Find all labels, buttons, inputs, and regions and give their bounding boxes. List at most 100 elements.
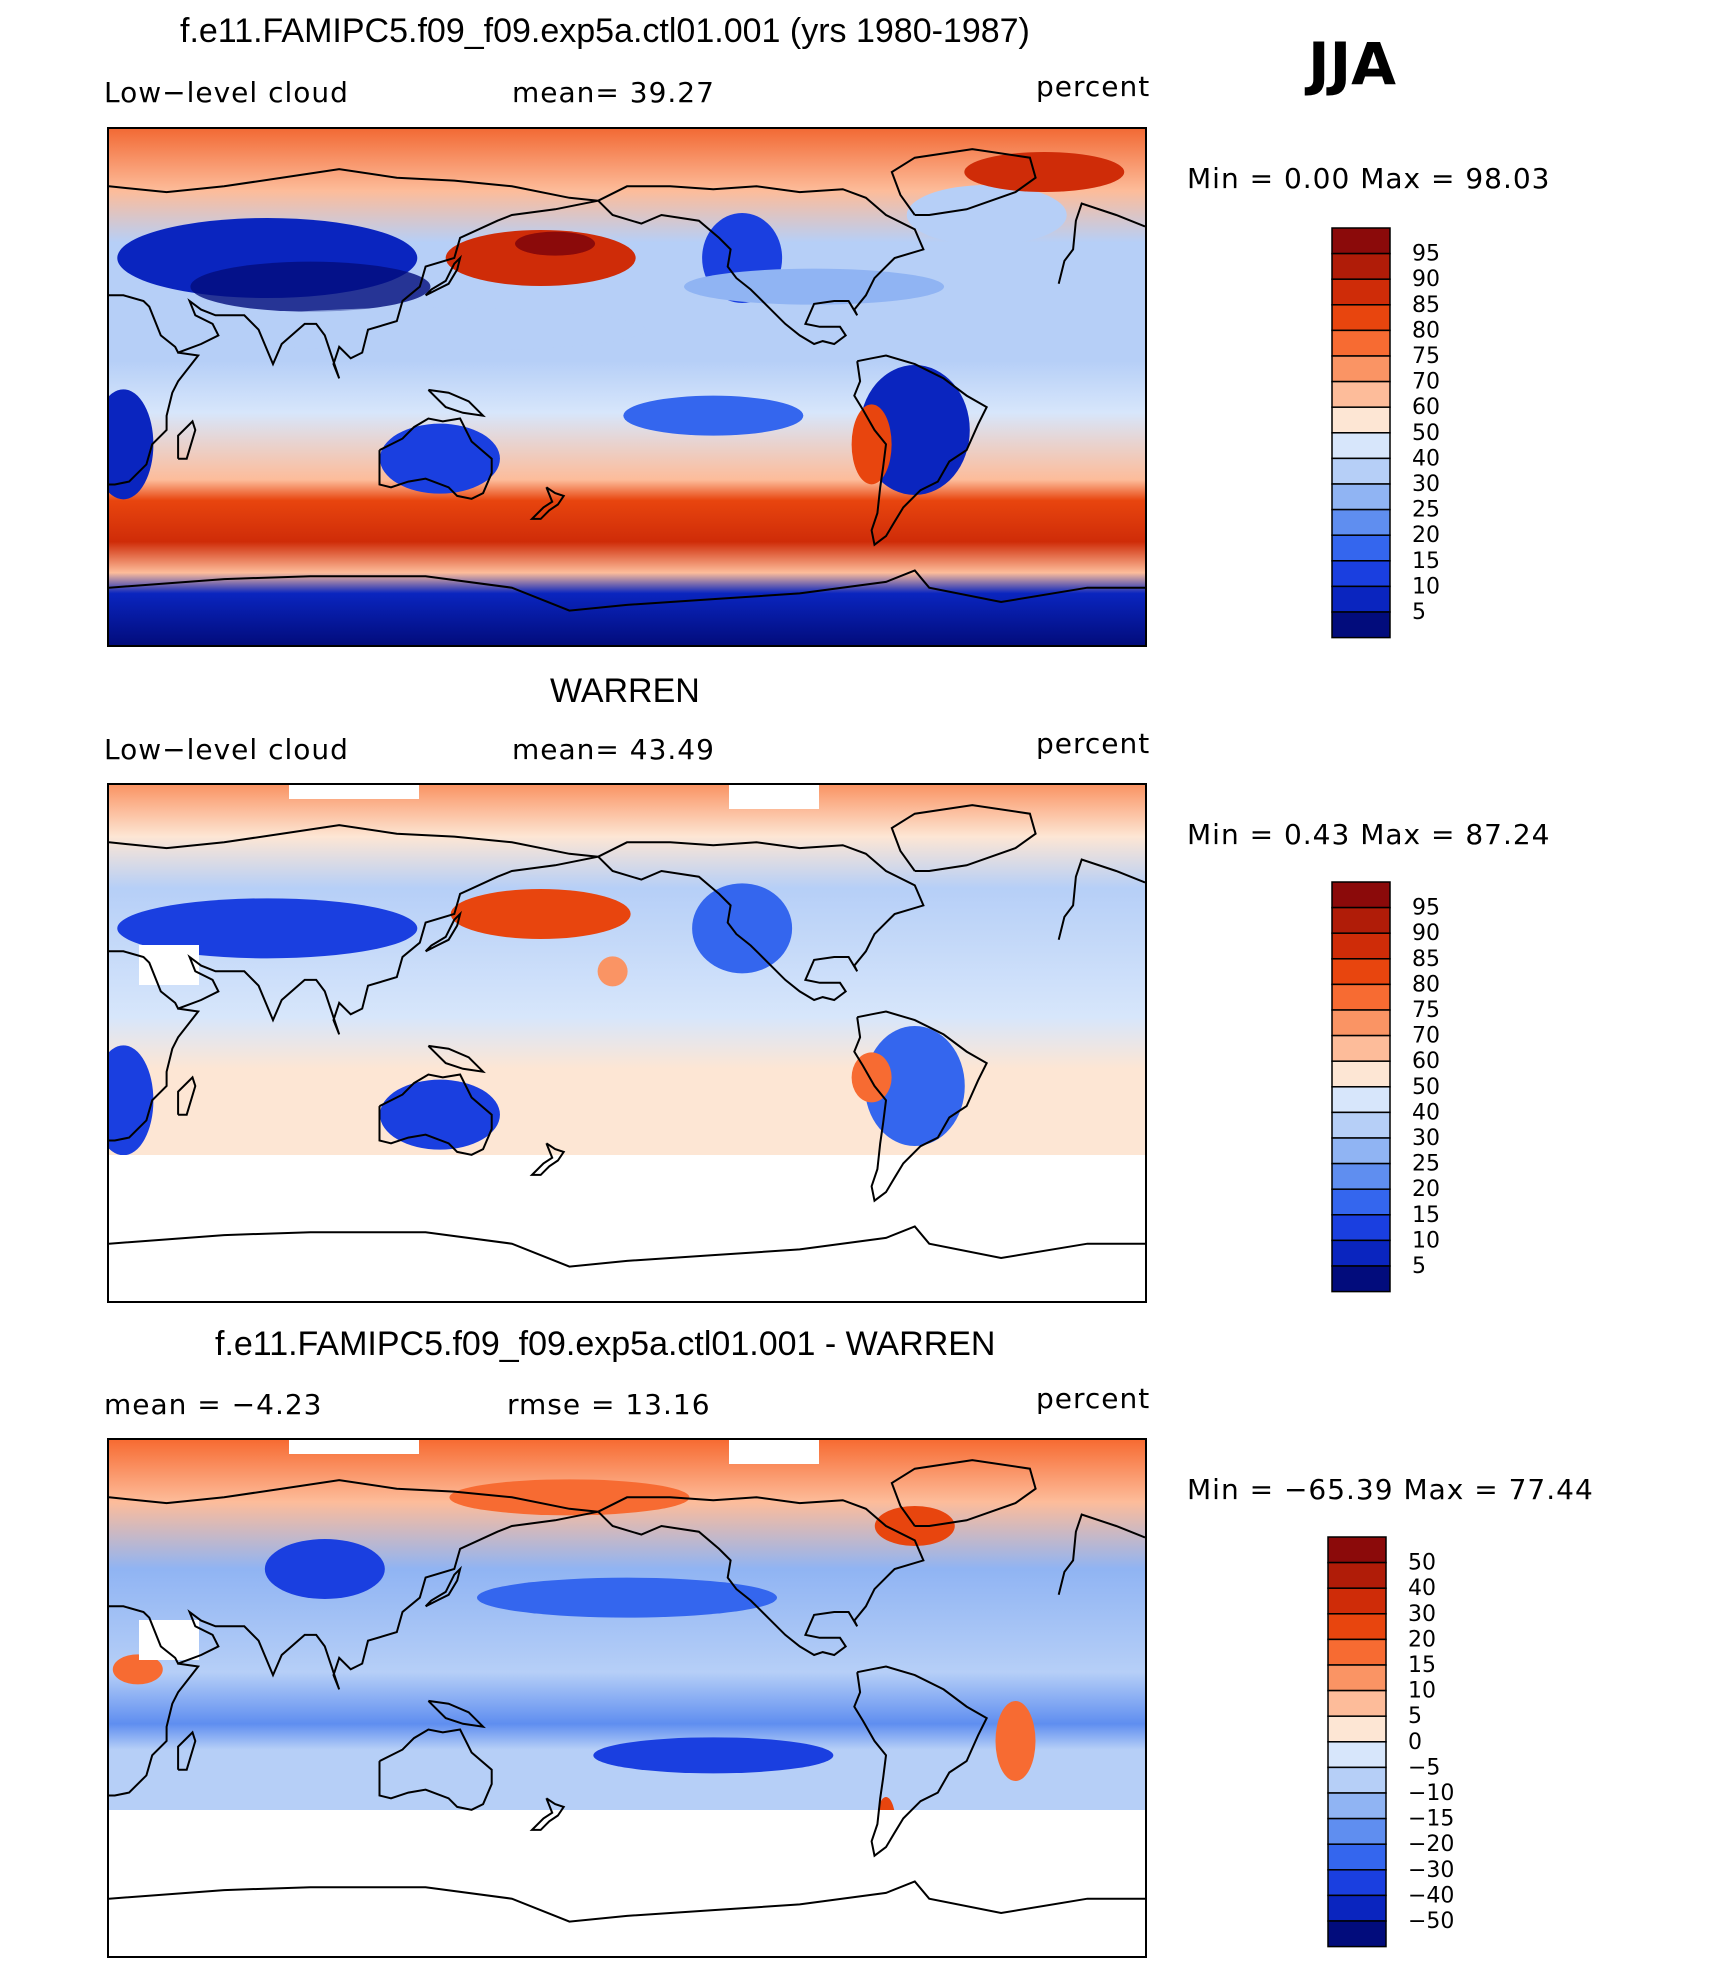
colorbar-swatch: [1331, 881, 1391, 909]
coastline: [529, 1142, 566, 1176]
model-cloud-map: [107, 127, 1147, 647]
coastline: [1057, 858, 1145, 941]
coastline: [1057, 202, 1145, 285]
colorbar-tick-label: 5: [1408, 1704, 1422, 1729]
colorbar-swatch: [1327, 1613, 1387, 1641]
colorbar-swatch: [1331, 329, 1391, 357]
panel-title: f.e11.FAMIPC5.f09_f09.exp5a.ctl01.001 (y…: [180, 12, 1030, 50]
minmax-label: Min = 0.43 Max = 87.24: [1187, 818, 1551, 851]
colorbar-tick-label: 15: [1408, 1653, 1436, 1678]
colorbar-swatch: [1331, 457, 1391, 485]
panel-left-label: mean = −4.23: [104, 1388, 323, 1421]
colorbar-tick-label: 90: [1412, 921, 1440, 946]
coastline: [109, 1880, 1145, 1923]
coastline: [890, 148, 1037, 216]
colorbar-swatch: [1331, 1214, 1391, 1242]
coastline: [424, 1565, 462, 1608]
colorbar-swatch: [1331, 1188, 1391, 1216]
coastline: [109, 569, 1145, 612]
coastline: [529, 1797, 566, 1831]
colorbar-swatch: [1327, 1587, 1387, 1615]
colorbar-swatch: [1327, 1741, 1387, 1769]
coastline: [109, 1479, 599, 1690]
colorbar-tick-label: 0: [1408, 1730, 1422, 1755]
coastline: [890, 804, 1037, 872]
colorbar-swatch: [1327, 1561, 1387, 1589]
coastline: [597, 185, 925, 346]
colorbar-swatch: [1331, 611, 1391, 639]
colorbar-swatch: [1327, 1715, 1387, 1743]
coastline: [853, 354, 989, 547]
panel-left-label: Low−level cloud: [104, 76, 349, 109]
colorbar-tick-label: −40: [1408, 1883, 1454, 1908]
colorbar-swatch: [1331, 1265, 1391, 1293]
colorbar-swatch: [1331, 534, 1391, 562]
colorbar-swatch: [1331, 560, 1391, 588]
colorbar-swatch: [1327, 1843, 1387, 1871]
coastline: [853, 1665, 989, 1858]
colorbar-swatch: [1327, 1638, 1387, 1666]
colorbar-tick-label: −50: [1408, 1909, 1454, 1934]
colorbar-swatch: [1331, 227, 1391, 255]
colorbar-tick-label: −15: [1408, 1807, 1454, 1832]
colorbar-tick-label: 70: [1412, 370, 1440, 395]
season-label: JJA: [1308, 30, 1397, 98]
colorbar-tick-label: 20: [1412, 523, 1440, 548]
coastline: [853, 1010, 989, 1203]
colorbar-swatch: [1331, 278, 1391, 306]
coastline: [427, 388, 486, 418]
colorbar-swatch: [1331, 508, 1391, 536]
colorbar-swatch: [1327, 1792, 1387, 1820]
colorbar-swatch: [1331, 1162, 1391, 1190]
coastline: [597, 841, 925, 1002]
colorbar-tick-label: 60: [1412, 1049, 1440, 1074]
colorbar-tick-label: −10: [1408, 1781, 1454, 1806]
colorbar-tick-label: 20: [1412, 1177, 1440, 1202]
colorbar-swatch: [1331, 1034, 1391, 1062]
colorbar-swatch: [1331, 304, 1391, 332]
coastline: [427, 1044, 486, 1074]
coastline: [177, 419, 197, 460]
colorbar-tick-label: 40: [1412, 1100, 1440, 1125]
colorbar-tick-label: 30: [1412, 472, 1440, 497]
colorbar-tick-label: 95: [1412, 896, 1440, 921]
colorbar-tick-label: 40: [1412, 446, 1440, 471]
colorbar-tick-label: 5: [1412, 600, 1426, 625]
coastline: [109, 294, 201, 486]
colorbar-tick-label: 95: [1412, 242, 1440, 267]
colorbar-swatch: [1331, 1137, 1391, 1165]
colorbar-tick-label: 10: [1412, 574, 1440, 599]
colorbar-tick-label: 50: [1412, 421, 1440, 446]
coastline: [424, 910, 462, 953]
coastline: [109, 1225, 1145, 1268]
coastline: [177, 1730, 197, 1771]
colorbar-swatch: [1327, 1664, 1387, 1692]
colorbar-swatch: [1327, 1894, 1387, 1922]
coastline: [109, 1605, 201, 1797]
colorbar-swatch: [1331, 585, 1391, 613]
panel-units-label: percent: [1036, 1382, 1151, 1415]
diff-cloud-map: [107, 1438, 1147, 1958]
colorbar-swatch: [1327, 1869, 1387, 1897]
colorbar-swatch: [1331, 355, 1391, 383]
colorbar-swatch: [1331, 432, 1391, 460]
colorbar-tick-label: 50: [1412, 1075, 1440, 1100]
colorbar-swatch: [1331, 1239, 1391, 1267]
coastline: [109, 168, 599, 379]
coastline: [109, 950, 201, 1142]
colorbar-swatch: [1327, 1689, 1387, 1717]
obs-cloud-map: [107, 783, 1147, 1303]
colorbar-swatch: [1327, 1766, 1387, 1794]
colorbar-tick-label: 80: [1412, 972, 1440, 997]
panel-left-label: Low−level cloud: [104, 733, 349, 766]
colorbar-tick-label: 50: [1408, 1551, 1436, 1576]
panel-title: f.e11.FAMIPC5.f09_f09.exp5a.ctl01.001 - …: [215, 1325, 996, 1363]
colorbar-tick-label: 80: [1412, 318, 1440, 343]
panel-units-label: percent: [1036, 727, 1151, 760]
colorbar-tick-label: 5: [1412, 1254, 1426, 1279]
colorbar-tick-label: 60: [1412, 395, 1440, 420]
colorbar-tick-label: 25: [1412, 498, 1440, 523]
colorbar-swatch: [1331, 380, 1391, 408]
colorbar-tick-label: 40: [1408, 1576, 1436, 1601]
